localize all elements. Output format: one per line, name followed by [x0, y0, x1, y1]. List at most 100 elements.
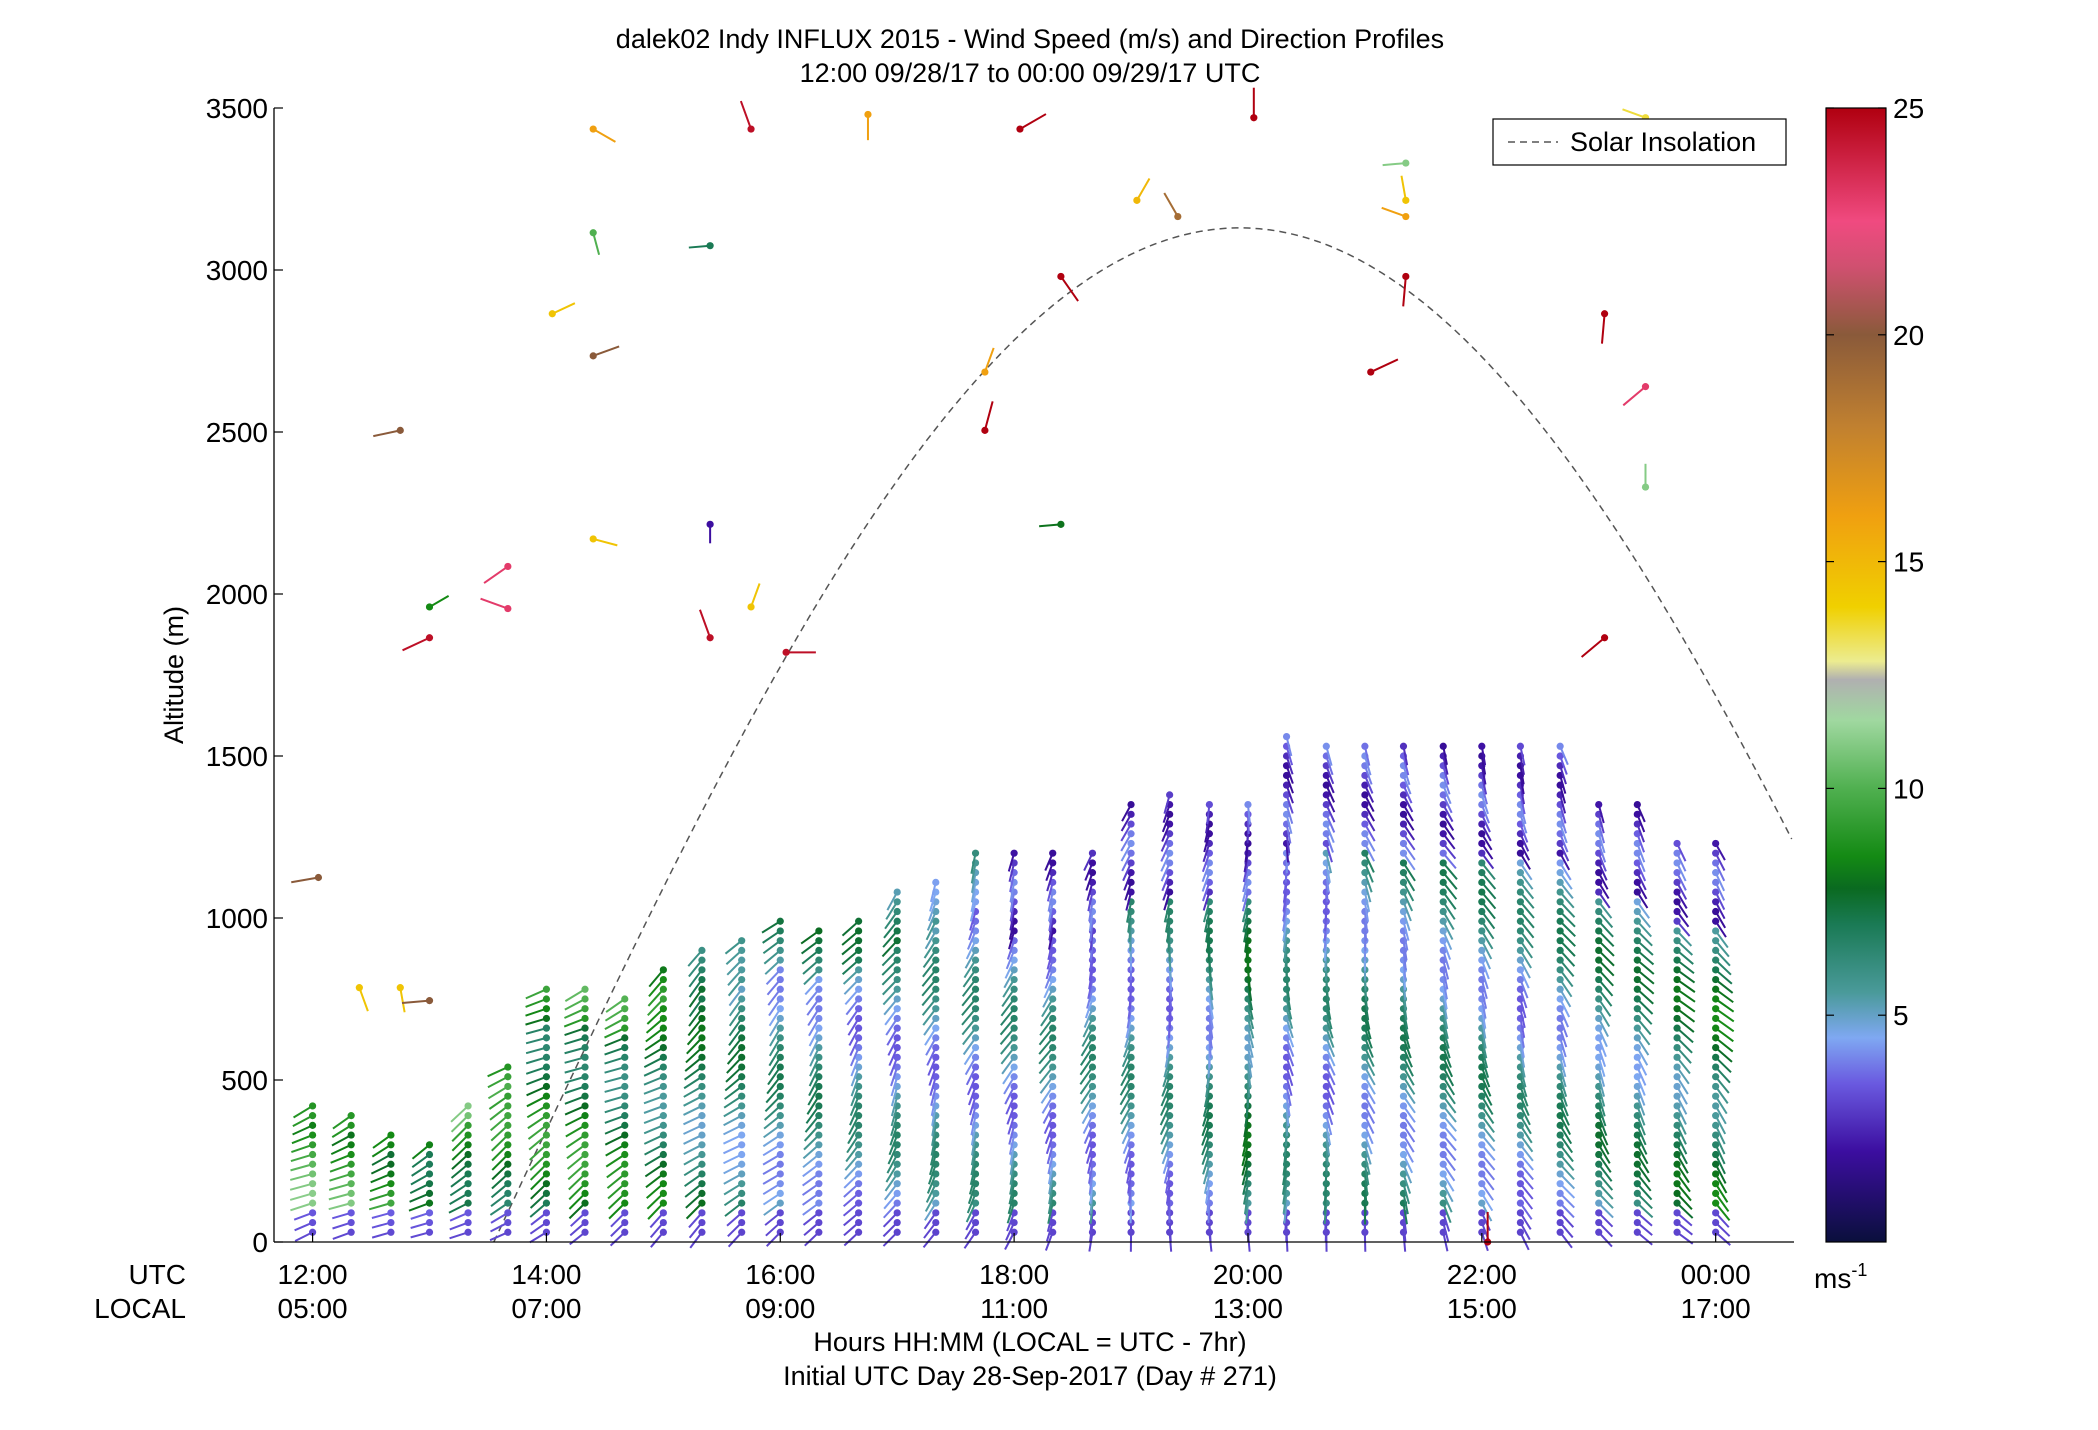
- wind-barb-point: [1673, 1229, 1680, 1236]
- wind-barb-point: [855, 1161, 862, 1168]
- wind-barb-point: [581, 1200, 588, 1207]
- wind-barb-point: [464, 1200, 471, 1207]
- wind-barb-point: [309, 1219, 316, 1226]
- wind-barb-point: [1712, 1015, 1719, 1022]
- wind-barb-point: [855, 1229, 862, 1236]
- wind-barb-point: [1557, 888, 1564, 895]
- wind-barb-point: [894, 986, 901, 993]
- wind-barb-point: [1400, 1073, 1407, 1080]
- wind-barb-point: [738, 1015, 745, 1022]
- wind-barb-point: [1011, 1083, 1018, 1090]
- wind-barb-point: [1673, 1200, 1680, 1207]
- wind-barb-point: [1440, 850, 1447, 857]
- wind-barb-point: [1361, 820, 1368, 827]
- wind-barb-point: [855, 918, 862, 925]
- wind-barb-point: [777, 1180, 784, 1187]
- wind-barb-point: [348, 1219, 355, 1226]
- wind-barb-point: [1712, 859, 1719, 866]
- wind-barb-point: [1478, 908, 1485, 915]
- colorbar-tick-label: 10: [1893, 773, 1924, 804]
- wind-barb-point: [815, 1083, 822, 1090]
- wind-barb-point: [621, 1054, 628, 1061]
- wind-barb-point: [464, 1102, 471, 1109]
- wind-barb-point: [1517, 927, 1524, 934]
- wind-barb-point: [581, 1161, 588, 1168]
- wind-barb-point: [1557, 986, 1564, 993]
- wind-barb-point: [1712, 966, 1719, 973]
- wind-barb-point: [1049, 1083, 1056, 1090]
- wind-barb-point: [621, 1131, 628, 1138]
- wind-barb-point: [660, 1034, 667, 1041]
- wind-barb-point: [504, 1209, 511, 1216]
- wind-barb-point: [1595, 898, 1602, 905]
- wind-barb-point: [1595, 966, 1602, 973]
- wind-barb-point: [543, 1112, 550, 1119]
- wind-barb-point: [1440, 859, 1447, 866]
- wind-barb-point: [1440, 820, 1447, 827]
- wind-barb-point: [1517, 1151, 1524, 1158]
- wind-barb-point: [932, 986, 939, 993]
- wind-barb-point: [815, 1025, 822, 1032]
- wind-barb-point: [698, 966, 705, 973]
- wind-barb-point: [738, 1025, 745, 1032]
- wind-barb-point: [1557, 1219, 1564, 1226]
- wind-barb-point: [581, 1229, 588, 1236]
- wind-barb-point: [1478, 1112, 1485, 1119]
- wind-barb-point: [1478, 1190, 1485, 1197]
- wind-barb-point: [1634, 1025, 1641, 1032]
- wind-barb-point: [1400, 888, 1407, 895]
- wind-barb-point: [777, 1073, 784, 1080]
- wind-barb-point: [894, 1190, 901, 1197]
- wind-barb-point: [1673, 937, 1680, 944]
- wind-barb-point: [698, 1122, 705, 1129]
- wind-barb-point: [815, 1209, 822, 1216]
- wind-barb-point: [1557, 1151, 1564, 1158]
- wind-barb-point: [1517, 1190, 1524, 1197]
- wind-barb-point: [747, 125, 754, 132]
- wind-barb-point: [1400, 859, 1407, 866]
- wind-barb-point: [1634, 927, 1641, 934]
- wind-barb-point: [660, 1044, 667, 1051]
- wind-barb-point: [621, 1209, 628, 1216]
- wind-barb-point: [1133, 197, 1140, 204]
- wind-barb-point: [1595, 1141, 1602, 1148]
- x-tick-label-utc: 20:00: [1213, 1259, 1283, 1290]
- wind-barb-point: [309, 1131, 316, 1138]
- wind-barb-point: [1057, 521, 1064, 528]
- wind-barb-point: [1400, 1122, 1407, 1129]
- x-tick-label-utc: 16:00: [745, 1259, 815, 1290]
- wind-barb-point: [777, 1141, 784, 1148]
- wind-barb-point: [1478, 743, 1485, 750]
- wind-barb-point: [894, 957, 901, 964]
- wind-barb-point: [1166, 791, 1173, 798]
- wind-barb-point: [1361, 840, 1368, 847]
- wind-barb-point: [981, 368, 988, 375]
- wind-barb-point: [1011, 850, 1018, 857]
- wind-barb-point: [738, 1112, 745, 1119]
- wind-barb-point: [1595, 1200, 1602, 1207]
- wind-barb-point: [707, 634, 714, 641]
- wind-barb-point: [932, 947, 939, 954]
- wind-barb-point: [1361, 1083, 1368, 1090]
- wind-barb-point: [1634, 995, 1641, 1002]
- wind-barb-point: [621, 1093, 628, 1100]
- wind-barb-point: [777, 966, 784, 973]
- wind-barb-point: [815, 1190, 822, 1197]
- wind-barb-point: [504, 1190, 511, 1197]
- wind-barb-point: [1712, 908, 1719, 915]
- wind-barb-point: [972, 995, 979, 1002]
- wind-barb-point: [698, 1034, 705, 1041]
- wind-barb-point: [660, 1083, 667, 1090]
- wind-barb-point: [543, 1015, 550, 1022]
- wind-barb-point: [543, 1073, 550, 1080]
- wind-barb-point: [1595, 957, 1602, 964]
- wind-barb-point: [1517, 879, 1524, 886]
- wind-barb-point: [1517, 908, 1524, 915]
- wind-barb-point: [855, 1170, 862, 1177]
- wind-barb-point: [1712, 937, 1719, 944]
- wind-barb-point: [1089, 850, 1096, 857]
- wind-barb-point: [1712, 1170, 1719, 1177]
- wind-barb-point: [1011, 1063, 1018, 1070]
- wind-barb-point: [777, 1112, 784, 1119]
- wind-barb-point: [738, 1131, 745, 1138]
